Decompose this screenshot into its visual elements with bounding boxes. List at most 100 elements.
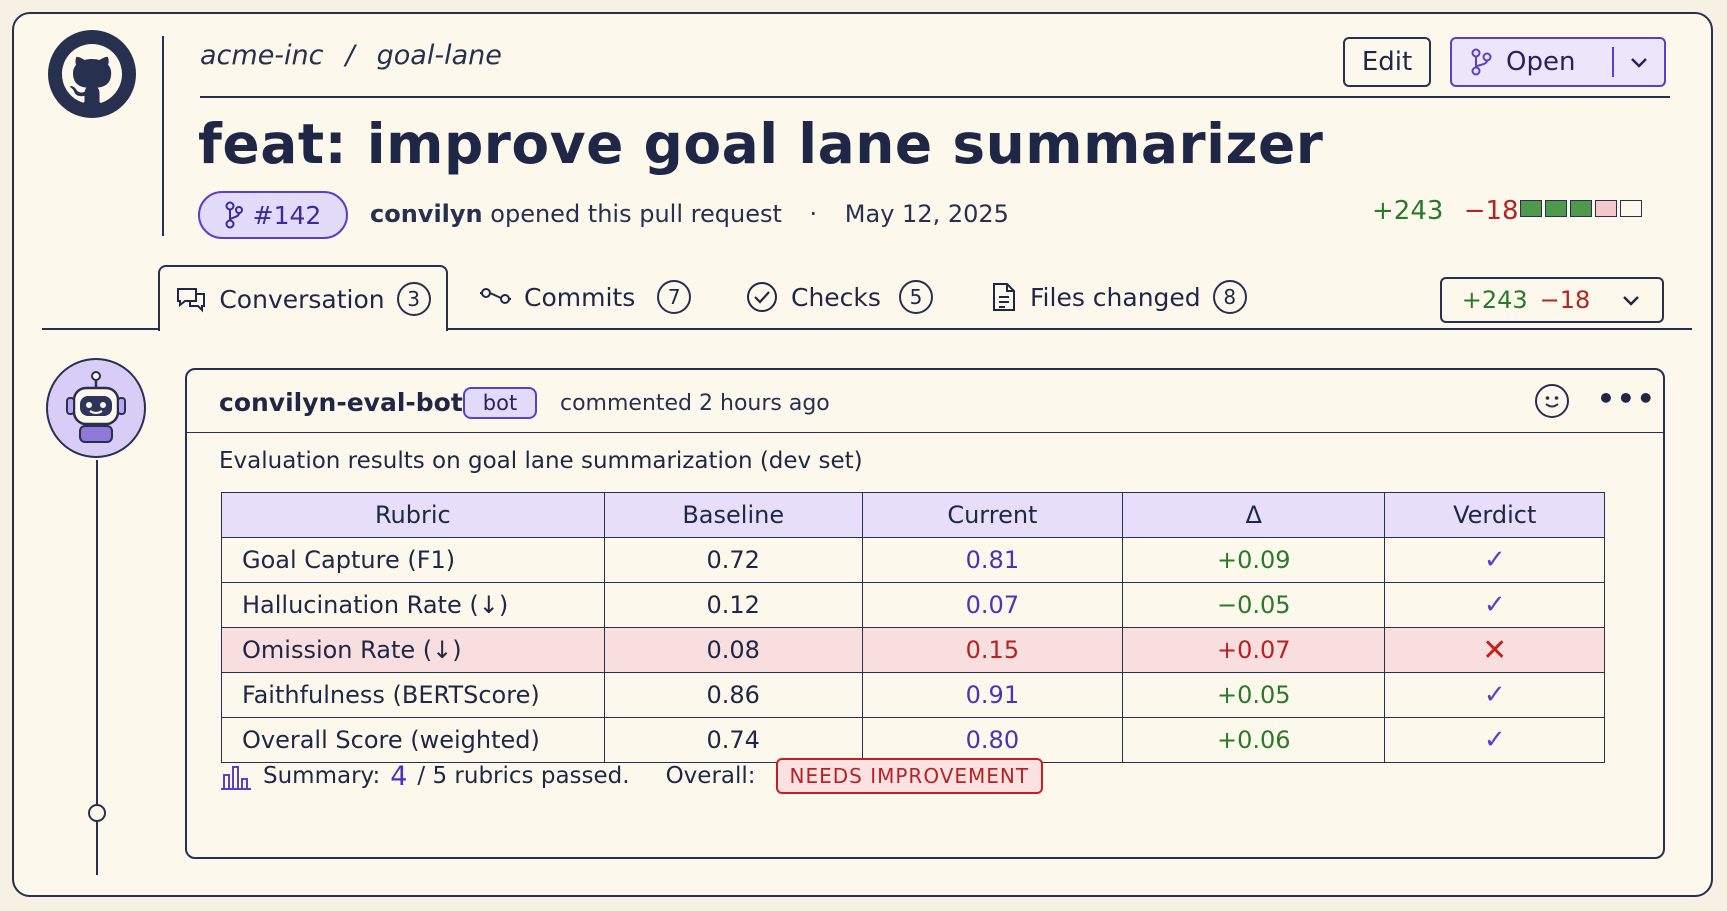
tab-checks-label: Checks (791, 282, 881, 312)
button-split-divider (1612, 47, 1614, 77)
timeline-node (88, 804, 106, 822)
table-row-failed: Omission Rate (↓) 0.08 0.15 +0.07 ✕ (221, 627, 1605, 673)
tab-files-changed-count: 8 (1212, 280, 1247, 314)
repo-name-link[interactable]: goal-lane (376, 40, 502, 71)
current-cell: 0.81 (861, 537, 1124, 583)
verdict-check-icon: ✓ (1384, 582, 1605, 628)
delta-cell: −0.05 (1122, 582, 1386, 628)
comment-author-link[interactable]: convilyn-eval-bot (219, 388, 463, 417)
table-row: Overall Score (weighted) 0.74 0.80 +0.06… (221, 717, 1605, 763)
diffstat-block (1545, 200, 1567, 217)
comment-discussion-icon (177, 288, 206, 313)
baseline-cell: 0.08 (603, 627, 863, 673)
column-header: Δ (1122, 492, 1386, 538)
baseline-cell: 0.12 (603, 582, 863, 628)
baseline-cell: 0.74 (603, 717, 863, 763)
additions-count: +243 (1372, 196, 1444, 226)
tab-files-changed[interactable]: Files changed 8 (990, 265, 1247, 329)
rubric-cell: Hallucination Rate (↓) (221, 582, 605, 628)
edit-button-label: Edit (1361, 47, 1413, 77)
open-state-label: Open (1506, 47, 1576, 77)
more-options-icon[interactable]: ••• (1597, 382, 1657, 415)
header-rule (200, 96, 1670, 98)
column-header: Baseline (603, 492, 863, 538)
tab-commits-count: 7 (657, 280, 692, 314)
bar-chart-icon (221, 766, 251, 790)
file-diff-icon (993, 283, 1015, 311)
bot-avatar[interactable] (46, 358, 146, 458)
diffstat-block (1520, 200, 1542, 217)
tab-checks[interactable]: Checks 5 (745, 265, 933, 329)
pull-request-icon (225, 201, 243, 229)
delta-cell: +0.06 (1122, 717, 1386, 763)
tab-files-changed-label: Files changed (1030, 282, 1201, 312)
pr-author-link[interactable]: convilyn (370, 200, 483, 228)
github-logo-icon[interactable] (48, 30, 136, 118)
tab-checks-count: 5 (898, 280, 933, 314)
tab-commits[interactable]: Commits 7 (478, 265, 692, 329)
overall-label: Overall: (665, 763, 756, 789)
current-cell: 0.15 (861, 627, 1124, 673)
baseline-cell: 0.86 (603, 672, 863, 718)
delta-cell: +0.09 (1122, 537, 1386, 583)
chevron-down-icon (1623, 296, 1640, 306)
rubric-cell: Omission Rate (↓) (221, 627, 605, 673)
timeline-line (96, 460, 98, 875)
comment-card: convilyn-eval-bot bot commented 2 hours … (185, 368, 1665, 859)
breadcrumb-separator: / (345, 40, 355, 71)
pr-number: #142 (252, 200, 322, 230)
comment-header: convilyn-eval-bot bot commented 2 hours … (187, 370, 1663, 433)
pr-opened-text: opened this pull request (490, 200, 782, 228)
current-cell: 0.91 (861, 672, 1124, 718)
branch-icon (1471, 48, 1492, 76)
pr-title: feat: improve goal lane summarizer (198, 112, 1324, 176)
table-row: Hallucination Rate (↓) 0.12 0.07 −0.05 ✓ (221, 582, 1605, 628)
diffstat-blocks (1520, 200, 1642, 217)
verdict-check-icon: ✓ (1384, 537, 1605, 583)
diffstat-block (1595, 200, 1617, 217)
verdict-check-icon: ✓ (1384, 717, 1605, 763)
tab-conversation[interactable]: Conversation 3 (158, 265, 448, 331)
column-header: Verdict (1384, 492, 1605, 538)
status-badge: NEEDS IMPROVEMENT (775, 758, 1044, 794)
diff-summary-button[interactable]: +243 −18 (1440, 277, 1664, 323)
pr-meta: convilyn opened this pull request · May … (370, 200, 1009, 228)
deletions-count: −18 (1463, 196, 1519, 226)
header-divider (162, 36, 164, 236)
add-reaction-icon[interactable] (1535, 384, 1569, 418)
column-header: Rubric (221, 492, 605, 538)
open-state-button[interactable]: Open (1450, 37, 1666, 87)
pr-date: May 12, 2025 (844, 200, 1009, 228)
pr-number-badge[interactable]: #142 (198, 191, 348, 239)
tabs-underline (42, 328, 1692, 330)
baseline-cell: 0.72 (603, 537, 863, 583)
rubric-cell: Faithfulness (BERTScore) (221, 672, 605, 718)
summary-label: Summary: (263, 763, 381, 789)
evaluation-table: Rubric Baseline Current Δ Verdict Goal C… (221, 492, 1605, 763)
current-cell: 0.80 (861, 717, 1124, 763)
comment-timestamp[interactable]: commented 2 hours ago (560, 391, 830, 416)
tab-commits-label: Commits (524, 282, 636, 312)
verdict-cross-icon: ✕ (1384, 627, 1605, 673)
diff-deletions: −18 (1539, 286, 1591, 314)
tab-conversation-label: Conversation (219, 284, 385, 314)
diffstat-block (1570, 200, 1592, 217)
table-header-row: Rubric Baseline Current Δ Verdict (221, 492, 1605, 538)
tab-conversation-count: 3 (396, 282, 431, 316)
rubric-cell: Overall Score (weighted) (221, 717, 605, 763)
diff-additions: +243 (1461, 286, 1528, 314)
edit-button[interactable]: Edit (1343, 37, 1431, 87)
table-row: Goal Capture (F1) 0.72 0.81 +0.09 ✓ (221, 537, 1605, 583)
table-row: Faithfulness (BERTScore) 0.86 0.91 +0.05… (221, 672, 1605, 718)
chevron-down-icon[interactable] (1628, 49, 1650, 75)
rubric-cell: Goal Capture (F1) (221, 537, 605, 583)
repo-owner-link[interactable]: acme-inc (200, 40, 324, 71)
comment-intro: Evaluation results on goal lane summariz… (219, 448, 863, 474)
robot-icon (66, 371, 126, 443)
column-header: Current (861, 492, 1124, 538)
meta-dot: · (809, 200, 818, 228)
breadcrumb: acme-inc / goal-lane (200, 40, 502, 71)
diffstat-block (1620, 200, 1642, 217)
summary-line: Summary: 4 / 5 rubrics passed. Overall: … (219, 758, 1044, 794)
check-circle-icon (747, 282, 777, 312)
